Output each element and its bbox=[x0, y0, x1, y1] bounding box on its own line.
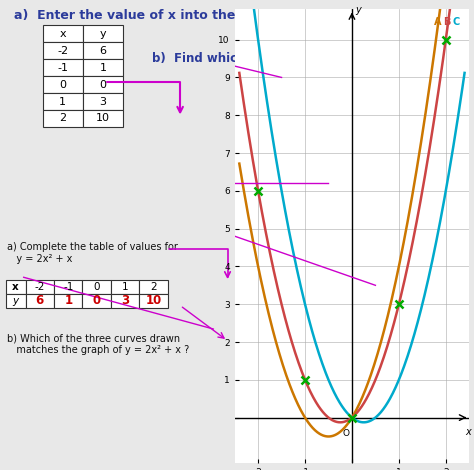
Text: 0: 0 bbox=[93, 282, 100, 292]
Bar bbox=[6, 280, 26, 294]
Text: b) Which of the three curves drawn
   matches the graph of y = 2x² + x ?: b) Which of the three curves drawn match… bbox=[7, 334, 189, 355]
Text: -1: -1 bbox=[57, 63, 68, 73]
Bar bbox=[43, 42, 83, 59]
Text: 1: 1 bbox=[64, 294, 73, 307]
Text: 1: 1 bbox=[122, 282, 128, 292]
Bar bbox=[54, 280, 82, 294]
Bar bbox=[111, 294, 139, 308]
Text: 0: 0 bbox=[100, 79, 107, 90]
Text: x: x bbox=[60, 29, 66, 39]
Text: 6: 6 bbox=[36, 294, 44, 307]
Bar bbox=[139, 280, 168, 294]
Text: -2: -2 bbox=[35, 282, 45, 292]
Bar bbox=[111, 280, 139, 294]
Text: 1: 1 bbox=[100, 63, 107, 73]
Text: x: x bbox=[465, 427, 471, 437]
Text: -2: -2 bbox=[57, 46, 68, 56]
Text: Curve B matches
all the values: Curve B matches all the values bbox=[291, 91, 430, 123]
Text: x: x bbox=[12, 282, 19, 292]
Text: a)  Enter the value of x into the equation to find y: a) Enter the value of x into the equatio… bbox=[14, 9, 365, 23]
Bar bbox=[43, 93, 83, 110]
Text: 2: 2 bbox=[150, 282, 157, 292]
FancyBboxPatch shape bbox=[254, 74, 467, 140]
Bar bbox=[83, 59, 123, 76]
Text: 6: 6 bbox=[100, 46, 107, 56]
Bar bbox=[83, 76, 123, 93]
Bar bbox=[83, 110, 123, 127]
Bar bbox=[43, 25, 83, 42]
Text: O: O bbox=[343, 430, 350, 439]
Bar bbox=[6, 294, 26, 308]
Bar bbox=[54, 294, 82, 308]
Text: y: y bbox=[13, 296, 18, 306]
Bar bbox=[26, 280, 54, 294]
Bar bbox=[26, 294, 54, 308]
Bar bbox=[139, 294, 168, 308]
Text: -1: -1 bbox=[63, 282, 73, 292]
Text: 2: 2 bbox=[59, 113, 66, 124]
Bar bbox=[43, 110, 83, 127]
Bar bbox=[43, 76, 83, 93]
Text: b)  Find which curve matches these values: b) Find which curve matches these values bbox=[152, 52, 435, 65]
Text: A: A bbox=[434, 16, 441, 26]
Text: 0: 0 bbox=[92, 294, 101, 307]
Text: 3: 3 bbox=[121, 294, 129, 307]
Text: 3: 3 bbox=[100, 96, 107, 107]
Bar bbox=[83, 42, 123, 59]
Bar bbox=[82, 294, 111, 308]
Text: y: y bbox=[356, 5, 362, 15]
Text: a) Complete the table of values for
   y = 2x² + x: a) Complete the table of values for y = … bbox=[7, 242, 178, 264]
Text: C: C bbox=[453, 16, 460, 26]
Text: 1: 1 bbox=[59, 96, 66, 107]
Text: 10: 10 bbox=[96, 113, 110, 124]
Text: y: y bbox=[100, 29, 106, 39]
Bar bbox=[43, 59, 83, 76]
Bar bbox=[83, 93, 123, 110]
Bar bbox=[83, 25, 123, 42]
Text: 10: 10 bbox=[146, 294, 162, 307]
Bar bbox=[82, 280, 111, 294]
Text: B: B bbox=[443, 16, 450, 26]
Text: 0: 0 bbox=[59, 79, 66, 90]
